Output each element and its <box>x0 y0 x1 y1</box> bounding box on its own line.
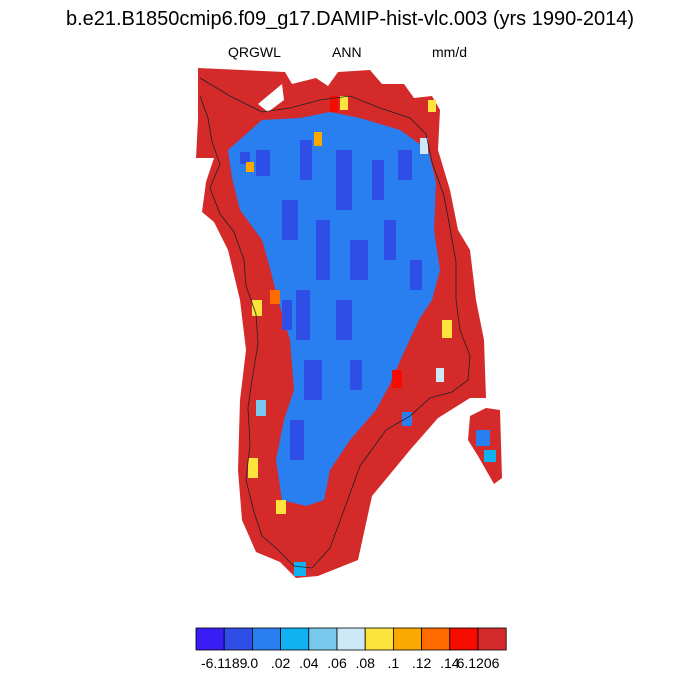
colorbar-tick-label: .08 <box>355 655 375 671</box>
colorbar-swatch <box>223 627 253 651</box>
colorbar-swatch <box>308 627 338 651</box>
period-label: ANN <box>332 44 362 60</box>
colorbar-tick-label: .1 <box>388 655 400 671</box>
units-label: mm/d <box>432 44 467 60</box>
colorbar-tick-label: .04 <box>299 655 319 671</box>
colorbar-swatch <box>364 627 394 651</box>
coastline <box>199 77 471 569</box>
colorbar-tick-label: .12 <box>412 655 432 671</box>
map-notch <box>258 84 284 112</box>
colorbar-swatch <box>449 627 479 651</box>
colorbar-tick-label: .0 <box>247 655 259 671</box>
colorbar-tick-label: -6.1189 <box>201 655 248 671</box>
colorbar-swatch <box>336 627 366 651</box>
map-interior-region <box>228 112 440 506</box>
variable-label: QRGWL <box>228 44 281 60</box>
plot-title: b.e21.B1850cmip6.f09_g17.DAMIP-hist-vlc.… <box>65 8 635 30</box>
colorbar-tick-label: 6.1206 <box>457 655 500 671</box>
colorbar-swatch <box>477 627 507 651</box>
colorbar-tick-label: .14 <box>440 655 460 671</box>
colorbar-tick-label: .06 <box>327 655 347 671</box>
colorbar-swatch <box>251 627 281 651</box>
map-dark-patches <box>256 140 422 460</box>
colorbar-tick-label: .02 <box>271 655 291 671</box>
colorbar-swatch <box>280 627 310 651</box>
colorbar-swatch <box>195 627 225 651</box>
colorbar-swatch <box>421 627 451 651</box>
map-accent-cells <box>240 96 452 576</box>
colorbar-swatch <box>392 627 422 651</box>
